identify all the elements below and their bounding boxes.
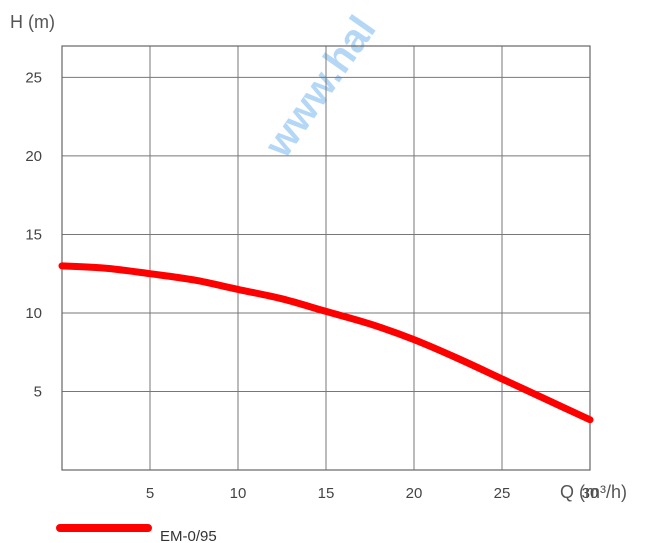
watermark-text: www.hal	[256, 8, 385, 166]
y-tick-labels: 5 10 15 20 25	[25, 69, 42, 400]
y-tick-label: 20	[25, 148, 42, 165]
legend-label: EM-0/95	[160, 528, 217, 543]
x-tick-label: 10	[230, 485, 247, 502]
series-line	[58, 262, 594, 424]
legend: EM-0/95	[56, 524, 217, 543]
series-layer	[58, 262, 594, 424]
plot-frame	[61, 45, 591, 471]
x-axis-title: Q (m³/h)	[560, 482, 627, 502]
y-tick-label: 25	[25, 69, 42, 86]
y-tick-label: 15	[25, 226, 42, 243]
x-tick-labels: 5 10 15 20 25 30	[146, 485, 599, 502]
x-tick-label: 20	[406, 485, 423, 502]
y-axis-title: H (m)	[10, 12, 55, 32]
y-tick-label: 5	[34, 383, 42, 400]
x-tick-label: 15	[318, 485, 335, 502]
x-tick-label: 5	[146, 485, 154, 502]
x-tick-label: 25	[494, 485, 511, 502]
x-tick-label: 30	[582, 485, 599, 502]
y-tick-label: 10	[25, 305, 42, 322]
chart-grid	[62, 46, 590, 470]
